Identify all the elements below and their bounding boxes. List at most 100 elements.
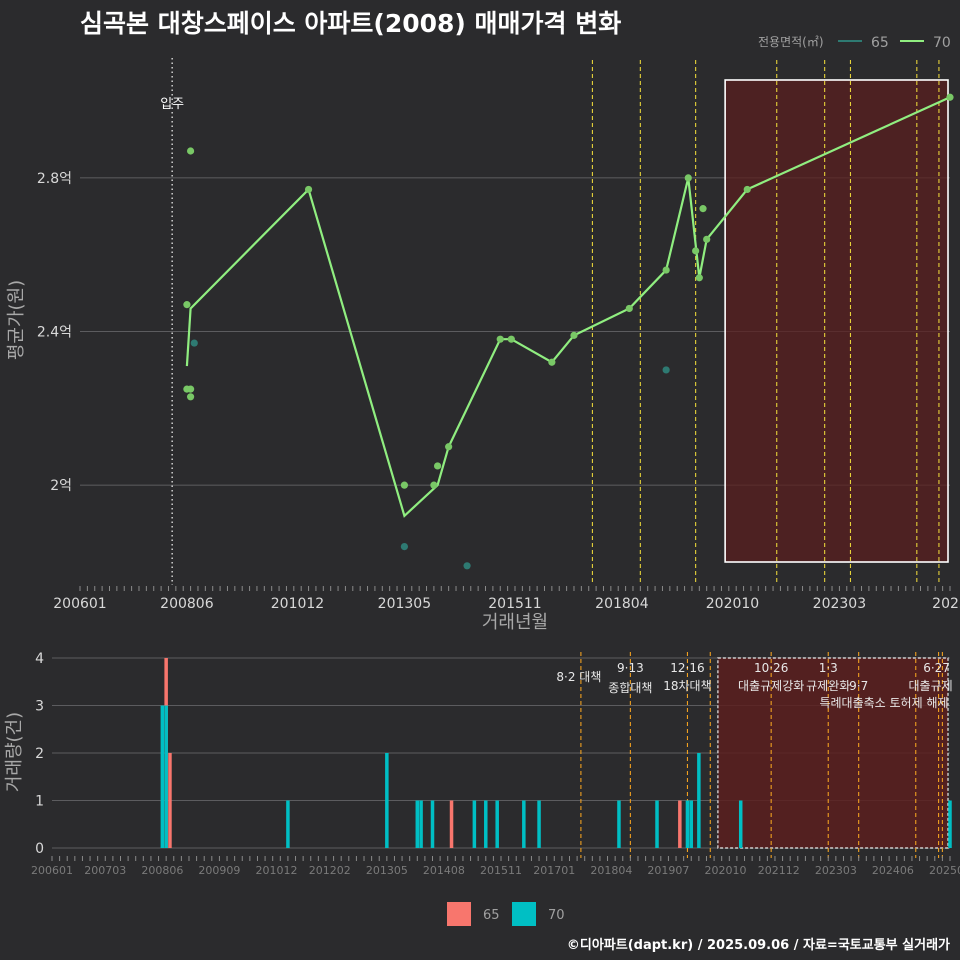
price-x-tick: 201511 [488,596,541,612]
price-panel: 2억 2.4억 2.8억 입주 200601 200806 201012 201305 2015… [6,58,960,633]
volume-bar-70 [697,753,701,848]
policy-label: 종합대책 [608,680,652,695]
price-point-70 [684,174,692,182]
price-x-tick: 200806 [160,596,214,612]
price-point-70 [662,266,670,274]
price-point-70 [570,331,578,339]
volume-bar-70 [617,800,621,848]
volume-bar-70 [495,800,499,848]
price-point-65 [662,366,670,374]
price-point-65 [463,562,471,570]
volume-x-tick: 202112 [758,864,800,877]
volume-bar-70 [472,800,477,848]
x-axis-title: 거래년월 [482,612,548,633]
price-x-tick: 202010 [706,596,759,612]
volume-legend: 65 70 [447,902,565,926]
price-point-70 [743,185,751,194]
volume-x-tick: 201804 [590,864,632,877]
volume-x-tick: 201305 [366,864,408,877]
price-x-tick: 201804 [595,596,649,612]
price-point-70 [946,93,954,101]
policy-label: 대출규제강화 [738,679,804,693]
price-point-70 [186,147,195,155]
volume-x-tick: 202509 [929,864,960,877]
legend-bottom-65-key [447,902,471,926]
volume-bar-65 [449,800,454,848]
price-point-70 [183,301,191,309]
volume-x-tick: 201012 [256,864,298,877]
volume-x-tick: 201408 [423,864,465,877]
price-y-axis-title: 평균가(원) [6,280,27,360]
volume-bar-65 [678,800,682,848]
policy-label: 8·2 대책 [556,669,601,684]
volume-x-tick: 200909 [198,864,240,877]
area-legend: 전용면적(㎡) 65 70 [758,35,951,51]
price-point-70 [430,481,438,489]
price-x-tick: 201012 [271,596,324,612]
volume-y-tick: 2 [35,746,44,762]
price-point-70 [695,274,703,282]
chart-title: 심곡본 대창스페이스 아파트(2008) 매매가격 변화 [80,9,622,38]
policy-label: 9·13 [617,661,644,675]
legend-bottom-65-label: 65 [483,908,500,923]
volume-x-tick: 200703 [84,864,126,877]
price-point-70 [433,462,442,470]
policy-label: 10·26 [754,661,788,675]
policy-label: 특례대출축소 토허제 해제 [819,696,948,710]
legend-70-label: 70 [933,35,951,51]
volume-bar-70 [385,753,389,848]
price-y-tick: 2.8억 [37,171,72,187]
policy-label: 대출규제 [908,679,952,693]
price-y-tick: 2.4억 [37,325,72,341]
volume-y-tick: 4 [35,651,44,667]
price-point-70 [625,304,633,313]
volume-x-tick: 201701 [533,864,575,877]
price-point-70 [548,358,556,366]
volume-bar-70 [430,800,435,848]
volume-bar-70 [415,800,420,848]
policy-label: 6·27 [923,661,950,675]
volume-x-tick: 200806 [141,864,183,877]
price-x-tick: 200601 [53,596,106,612]
policy-label: 18차대책 [663,678,711,693]
move-in-label: 입주 [160,97,184,112]
policy-label: 12·16 [670,661,704,675]
source-credit: ©디아파트(dapt.kr) / 2025.09.06 / 자료=국토교통부 실… [566,938,950,953]
price-y-tick: 2억 [50,478,72,494]
price-point-65 [400,542,409,551]
volume-bar-70 [948,800,952,848]
volume-bar-70 [164,705,168,848]
policy-label: 규제완화 [806,679,850,693]
volume-bar-70 [286,800,290,848]
policy-label: 1·3 [819,661,838,675]
volume-bar-70 [685,800,690,848]
volume-panel: 0 1 2 3 4 8·2 대책 9·13 종합대책 12·16 18차대책 10·26 대출규제강화… [4,651,960,877]
legend-bottom-70-key [512,902,536,926]
price-point-70 [445,443,453,451]
volume-bar-70 [537,800,541,848]
volume-bar-70 [655,800,659,848]
volume-bar-70 [522,800,526,848]
volume-x-tick: 201202 [309,864,351,877]
volume-y-axis-title: 거래량(건) [4,712,25,792]
volume-bar-70 [689,800,694,848]
volume-bar-70 [419,800,423,848]
price-x-tick: 2025 [932,596,960,612]
legend-bottom-70-label: 70 [548,908,565,923]
volume-y-tick: 1 [35,794,44,810]
shaded-period [724,79,949,563]
policy-label: 9·7 [849,679,868,693]
volume-x-tick: 202010 [705,864,747,877]
price-point-70 [496,335,504,343]
price-x-tick: 202303 [813,596,866,612]
volume-x-tick: 202406 [872,864,914,877]
volume-y-tick: 0 [35,841,44,857]
volume-x-tick: 200601 [31,864,73,877]
legend-title: 전용면적(㎡) [758,35,824,49]
price-x-tick: 201305 [378,596,431,612]
price-point-70 [304,185,313,194]
price-point-70 [507,335,515,343]
volume-shaded-period [717,657,949,849]
legend-65-label: 65 [871,35,889,51]
